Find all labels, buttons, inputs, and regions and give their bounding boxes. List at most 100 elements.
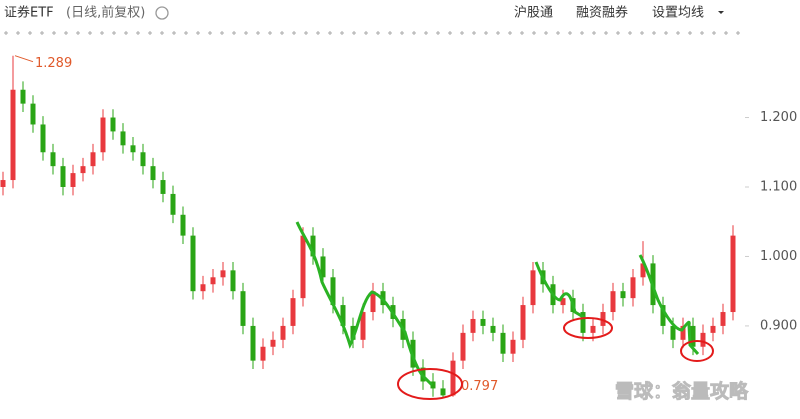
candle-body: [330, 277, 336, 306]
hk-connect-button[interactable]: 沪股通: [514, 5, 553, 21]
event-marker: [544, 31, 548, 35]
candle-body: [350, 325, 356, 340]
event-marker: [400, 31, 404, 35]
event-marker: [352, 31, 356, 35]
event-marker: [88, 31, 92, 35]
max-arrow: [14, 55, 34, 63]
event-marker: [76, 31, 80, 35]
candle-body: [430, 381, 436, 389]
event-marker: [472, 31, 476, 35]
event-marker: [520, 31, 524, 35]
candle-body: [150, 166, 156, 181]
candle-body: [560, 298, 566, 306]
max-label: 1.289: [35, 56, 72, 71]
highlight-circle: [563, 317, 613, 339]
candle-body: [440, 388, 446, 396]
event-marker: [244, 31, 248, 35]
candle-body: [580, 312, 586, 333]
candle-body: [280, 325, 286, 340]
event-marker: [64, 31, 68, 35]
event-marker: [328, 31, 332, 35]
candle-body: [680, 325, 686, 340]
event-marker: [304, 31, 308, 35]
event-marker: [316, 31, 320, 35]
candle-body: [510, 339, 516, 354]
event-marker: [460, 31, 464, 35]
event-marker: [640, 31, 644, 35]
event-marker: [376, 31, 380, 35]
event-marker: [220, 31, 224, 35]
event-marker: [232, 31, 236, 35]
event-marker: [40, 31, 44, 35]
highlight-circle: [680, 340, 714, 362]
event-marker: [664, 31, 668, 35]
candle-body: [200, 284, 206, 292]
hand-drawn-trend: [638, 254, 700, 355]
event-marker: [496, 31, 500, 35]
candle-body: [320, 256, 326, 278]
candle-body: [170, 193, 176, 215]
event-marker: [712, 31, 716, 35]
candle-body: [10, 89, 16, 181]
candle-body: [260, 346, 266, 361]
candle-body: [720, 312, 726, 326]
event-marker: [424, 31, 428, 35]
event-marker: [16, 31, 20, 35]
event-marker: [388, 31, 392, 35]
candle-body: [140, 152, 146, 167]
dropdown-arrow: [718, 11, 724, 14]
event-marker: [676, 31, 680, 35]
candle-body: [160, 180, 166, 194]
candle-body: [480, 318, 486, 326]
candle-body: [30, 103, 36, 125]
event-marker: [52, 31, 56, 35]
y-tick-label: 0.900: [760, 318, 797, 333]
hand-drawn-trend: [295, 221, 434, 387]
candle-body: [500, 332, 506, 354]
event-marker: [580, 31, 584, 35]
event-marker: [700, 31, 704, 35]
candle-body: [230, 270, 236, 292]
candle-body: [300, 235, 306, 299]
candle-body: [100, 117, 106, 153]
candle-body: [660, 305, 666, 326]
event-marker: [508, 31, 512, 35]
event-marker: [688, 31, 692, 35]
candle-body: [690, 325, 696, 347]
candle-body: [240, 291, 246, 326]
candle-body: [210, 277, 216, 285]
event-marker: [280, 31, 284, 35]
event-marker: [160, 31, 164, 35]
candle-body: [20, 89, 26, 104]
event-marker: [652, 31, 656, 35]
candle-body: [340, 305, 346, 326]
settings-icon[interactable]: [155, 6, 169, 20]
event-marker: [184, 31, 188, 35]
event-marker: [4, 31, 8, 35]
event-marker: [340, 31, 344, 35]
candle-body: [190, 235, 196, 292]
candle-body: [120, 131, 126, 146]
margin-button[interactable]: 融资融券: [576, 5, 628, 21]
ma-setting-button[interactable]: 设置均线: [652, 6, 704, 21]
candle-body: [610, 291, 616, 313]
candle-body: [130, 145, 136, 153]
hand-drawn-trend: [534, 261, 586, 320]
event-marker: [100, 31, 104, 35]
candle-body: [50, 152, 56, 167]
event-marker: [736, 31, 740, 35]
candle-body: [0, 180, 6, 187]
event-marker: [136, 31, 140, 35]
event-marker: [724, 31, 728, 35]
candle-body: [180, 214, 186, 236]
event-marker: [292, 31, 296, 35]
candle-body: [60, 166, 66, 187]
chart-title: 证券ETF: [4, 5, 54, 21]
candle-body: [590, 325, 596, 333]
candle-body: [70, 173, 76, 187]
chart-subtitle: (日线,前复权): [66, 5, 145, 21]
event-marker: [28, 31, 32, 35]
candle-body: [600, 312, 606, 326]
event-marker: [112, 31, 116, 35]
